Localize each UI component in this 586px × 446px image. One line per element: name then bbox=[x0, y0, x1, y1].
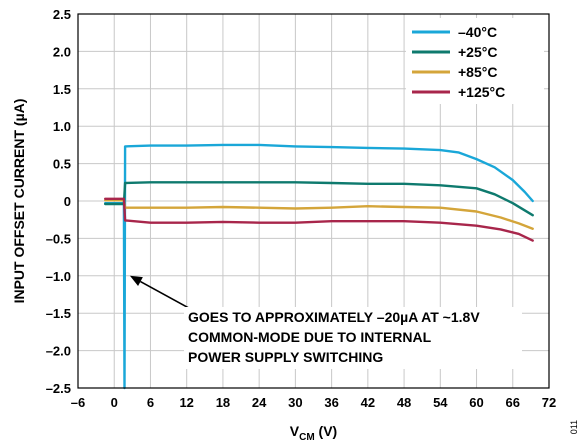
x-axis-title: VCM (V) bbox=[290, 423, 337, 443]
y-axis-title: INPUT OFFSET CURRENT (µA) bbox=[11, 99, 27, 304]
x-tick-label: 30 bbox=[288, 395, 302, 410]
x-tick-label: 66 bbox=[506, 395, 520, 410]
legend-label: +85°C bbox=[458, 64, 497, 80]
figure-id: 011 bbox=[569, 420, 579, 434]
x-tick-label: 0 bbox=[111, 395, 118, 410]
x-tick-label: 42 bbox=[361, 395, 375, 410]
x-tick-label: 54 bbox=[433, 395, 448, 410]
y-tick-label: 2.5 bbox=[53, 7, 71, 22]
plot-frame bbox=[77, 13, 550, 389]
tick-labels: –6 0 6 12 18 24 30 36 42 48 54 60 66 72 2.5 2.0 1.5 1.0 0.… bbox=[46, 7, 557, 410]
x-axis-title-main: V bbox=[290, 423, 300, 439]
y-tick-label: –1.0 bbox=[46, 269, 71, 284]
annotation-text: GOES TO APPROXIMATELY –20µA AT ~1.8V COMM… bbox=[188, 309, 480, 365]
y-tick-label: –0.5 bbox=[46, 231, 71, 246]
series-line bbox=[103, 197, 534, 242]
annotation-line: GOES TO APPROXIMATELY –20µA AT ~1.8V bbox=[188, 309, 480, 325]
annotation-background bbox=[184, 307, 522, 369]
y-tick-label: 0.5 bbox=[53, 157, 71, 172]
legend-label: +25°C bbox=[458, 44, 497, 60]
series-line bbox=[103, 143, 534, 390]
legend-label: –40°C bbox=[458, 24, 497, 40]
annotation: GOES TO APPROXIMATELY –20µA AT ~1.8V COMM… bbox=[129, 275, 522, 369]
y-tick-label: 1.0 bbox=[53, 119, 71, 134]
legend-label: +125°C bbox=[458, 84, 505, 100]
series-lines bbox=[103, 143, 534, 390]
x-tick-label: –6 bbox=[71, 395, 85, 410]
x-axis-title-sub: CM bbox=[299, 432, 315, 443]
x-tick-label: 24 bbox=[252, 395, 267, 410]
annotation-line: COMMON-MODE DUE TO INTERNAL bbox=[188, 329, 432, 345]
series-line bbox=[103, 199, 534, 230]
x-tick-label: 72 bbox=[542, 395, 556, 410]
x-tick-label: 18 bbox=[216, 395, 230, 410]
y-tick-label: –1.5 bbox=[46, 306, 71, 321]
series-line bbox=[103, 181, 534, 217]
y-tick-label: 2.0 bbox=[53, 44, 71, 59]
x-tick-label: 60 bbox=[469, 395, 483, 410]
x-tick-label: 36 bbox=[324, 395, 338, 410]
y-tick-label: 1.5 bbox=[53, 82, 71, 97]
y-tick-label: –2.0 bbox=[46, 344, 71, 359]
y-tick-label: 0 bbox=[64, 194, 71, 209]
legend: –40°C +25°C +85°C +125°C bbox=[406, 18, 544, 104]
annotation-line: POWER SUPPLY SWITCHING bbox=[188, 349, 383, 365]
x-axis-title-unit: (V) bbox=[315, 423, 338, 439]
annotation-arrowhead bbox=[129, 275, 143, 286]
y-tick-label: –2.5 bbox=[46, 381, 71, 396]
x-tick-label: 48 bbox=[397, 395, 411, 410]
x-tick-label: 12 bbox=[179, 395, 193, 410]
x-tick-label: 6 bbox=[147, 395, 154, 410]
